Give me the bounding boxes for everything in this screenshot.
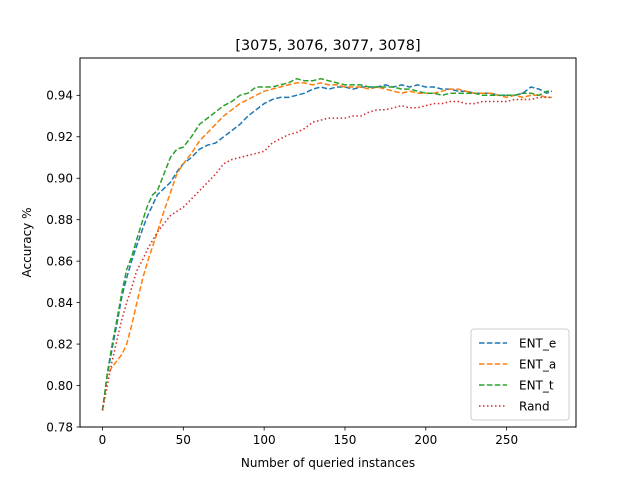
x-axis-ticks: 0 50 100 150 200 250 [99,427,518,447]
y-tick-label: 0.86 [46,254,73,268]
series-line-ent-a [101,82,552,411]
x-tick-label: 150 [334,433,357,447]
y-axis-ticks: 0.78 0.80 0.82 0.84 0.86 0.88 0.90 0.92 0.94 [46,89,80,434]
y-tick-label: 0.82 [46,337,73,351]
x-tick-label: 0 [99,433,107,447]
chart-title: [3075, 3076, 3077, 3078] [235,38,420,54]
y-tick-label: 0.84 [46,296,73,310]
plot-series [101,77,553,411]
series-line-ent-t [101,77,552,411]
x-tick-label: 50 [176,433,191,447]
y-tick-label: 0.94 [46,89,73,103]
x-tick-label: 200 [414,433,437,447]
y-tick-label: 0.88 [46,213,73,227]
legend: ENT_e ENT_a ENT_t Rand [470,328,570,421]
legend-label: Rand [519,400,550,414]
y-tick-label: 0.92 [46,130,73,144]
y-tick-label: 0.80 [46,379,73,393]
legend-box [470,328,570,421]
y-tick-label: 0.78 [46,420,73,434]
y-axis-label: Accuracy % [20,207,34,277]
legend-label: ENT_e [519,337,556,351]
x-tick-label: 250 [495,433,518,447]
x-tick-label: 100 [253,433,276,447]
legend-label: ENT_t [519,379,554,393]
x-axis-label: Number of queried instances [241,456,415,470]
legend-label: ENT_a [519,358,556,372]
y-tick-label: 0.90 [46,172,73,186]
axes-frame [79,57,577,428]
